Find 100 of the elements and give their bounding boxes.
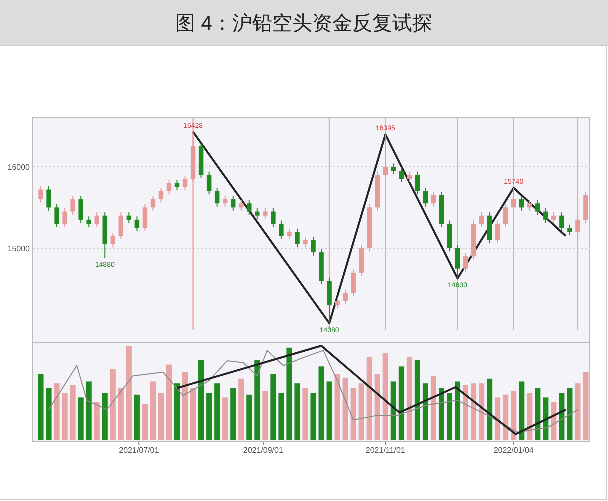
bar	[78, 398, 84, 440]
candlestick	[568, 224, 572, 236]
bar	[150, 382, 156, 440]
bar	[174, 384, 180, 440]
candlestick	[78, 196, 84, 224]
bar	[390, 382, 396, 440]
candlestick	[86, 216, 92, 228]
candlestick	[38, 186, 44, 204]
bar	[286, 348, 292, 440]
bar	[495, 398, 501, 440]
x-tick-label: 2021/11/01	[366, 446, 406, 455]
candlestick	[295, 228, 300, 248]
candlestick	[206, 171, 212, 196]
candlestick	[335, 298, 340, 310]
bar	[262, 391, 268, 440]
candlestick	[503, 204, 508, 228]
candlestick	[552, 212, 556, 224]
candlestick	[287, 228, 292, 240]
bar	[463, 385, 469, 440]
candlestick	[222, 196, 228, 208]
bar	[190, 388, 196, 440]
bar	[535, 388, 541, 440]
bar	[471, 384, 477, 440]
bar	[382, 354, 388, 440]
bar	[350, 388, 356, 440]
candlestick	[455, 244, 460, 280]
bar	[414, 360, 420, 440]
bar	[46, 388, 52, 440]
bar	[358, 384, 364, 440]
candlestick	[431, 192, 436, 208]
candlestick	[463, 252, 468, 273]
candlestick	[94, 212, 100, 228]
candlestick	[399, 167, 404, 183]
candlestick	[142, 204, 148, 232]
candlestick	[560, 212, 564, 232]
candlestick	[528, 200, 532, 212]
x-tick-label: 2022/01/04	[494, 446, 534, 455]
candlestick	[214, 188, 220, 208]
candlestick	[495, 220, 500, 244]
bar	[134, 394, 140, 440]
bar	[527, 393, 533, 440]
bar	[110, 370, 116, 440]
bar	[422, 384, 428, 440]
bar	[438, 388, 444, 440]
bar	[246, 394, 252, 440]
candlestick	[407, 171, 412, 183]
x-tick-label: 2021/09/01	[243, 446, 284, 455]
bar	[54, 384, 60, 440]
candlestick	[158, 188, 164, 204]
x-tick-label: 2021/07/01	[119, 446, 160, 455]
bar	[38, 374, 44, 440]
bar	[559, 393, 565, 440]
candlestick	[230, 196, 236, 212]
bar	[543, 398, 549, 440]
bar	[406, 357, 412, 440]
candlestick	[544, 208, 548, 224]
bar	[326, 382, 332, 440]
bar	[222, 398, 228, 440]
bar	[102, 393, 108, 440]
bar	[198, 360, 204, 440]
y-tick-label: 16000	[8, 162, 31, 172]
bar	[446, 393, 453, 440]
bar	[62, 393, 68, 440]
candlestick	[511, 188, 516, 212]
bar	[278, 393, 284, 440]
candlestick	[383, 134, 388, 179]
bar	[94, 402, 100, 440]
y-tick-label: 15000	[8, 244, 31, 254]
bar	[294, 384, 300, 440]
candlestick	[415, 171, 420, 196]
chart-title: 图 4：沪铅空头资金反复试探	[176, 12, 432, 35]
bar	[430, 376, 436, 440]
bar	[567, 388, 573, 440]
bar	[479, 384, 485, 440]
bar	[142, 404, 148, 440]
candlestick	[174, 179, 180, 192]
candlestick	[46, 186, 52, 212]
candlestick	[351, 269, 356, 298]
candlestick	[126, 212, 132, 224]
candlestick	[423, 188, 428, 208]
bar	[302, 388, 308, 440]
candlestick	[303, 236, 308, 248]
candlestick	[311, 236, 316, 256]
bar	[503, 394, 509, 440]
candlestick	[118, 212, 124, 240]
candlestick	[263, 208, 268, 220]
bar	[182, 372, 188, 440]
candlestick	[150, 196, 156, 212]
candlestick	[134, 216, 140, 232]
candlestick	[166, 179, 172, 196]
line-series	[192, 131, 567, 324]
bar	[158, 393, 164, 440]
candlestick	[271, 208, 276, 228]
bar	[214, 384, 220, 440]
candlestick	[576, 216, 580, 236]
bar	[487, 378, 493, 440]
candlestick	[343, 290, 348, 306]
bar	[454, 382, 461, 440]
bar	[310, 393, 316, 440]
bar	[230, 388, 236, 440]
